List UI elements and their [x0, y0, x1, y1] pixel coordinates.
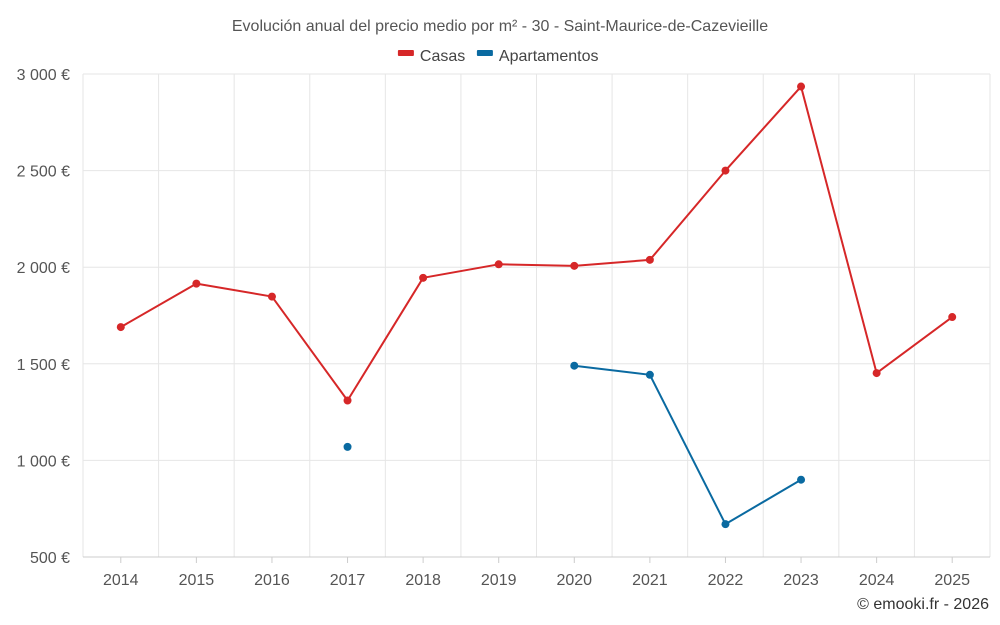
data-point-casas[interactable]: [116, 323, 125, 332]
legend-item-apartamentos[interactable]: Apartamentos: [476, 48, 599, 65]
y-tick-label: 2 500 €: [17, 164, 70, 181]
data-point-casas[interactable]: [494, 260, 503, 269]
legend[interactable]: Casas Apartamentos: [397, 48, 599, 65]
grid-layer: [82, 73, 991, 558]
x-tick-label: 2024: [859, 572, 895, 589]
credit-text: © emooki.fr - 2026: [857, 596, 989, 613]
data-point-casas[interactable]: [797, 82, 806, 91]
y-tick-label: 1 500 €: [17, 357, 70, 374]
y-tick-label: 3 000 €: [17, 67, 70, 84]
data-point-casas[interactable]: [419, 273, 428, 282]
data-point-apartamentos[interactable]: [797, 475, 806, 484]
y-tick-label: 1 000 €: [17, 453, 70, 470]
data-point-casas[interactable]: [948, 313, 957, 322]
x-tick-label: 2022: [708, 572, 744, 589]
data-point-casas[interactable]: [343, 396, 352, 405]
x-tick-label: 2015: [179, 572, 215, 589]
y-tick-label: 2 000 €: [17, 260, 70, 277]
axis-layer: 500 € 1 000 € 1 500 € 2 000 € 2 500 € 3 000 €…: [17, 67, 990, 589]
legend-swatch: [397, 50, 414, 56]
legend-swatch: [476, 50, 493, 56]
data-point-apartamentos[interactable]: [721, 520, 730, 529]
legend-item-casas[interactable]: Casas: [397, 48, 465, 65]
series-line-casas: [120, 85, 953, 402]
series-line-apartamentos: [574, 364, 802, 526]
legend-label: Apartamentos: [499, 48, 599, 65]
x-tick-label: 2014: [103, 572, 139, 589]
x-tick-label: 2019: [481, 572, 517, 589]
x-tick-label: 2016: [254, 572, 290, 589]
data-point-casas[interactable]: [267, 292, 276, 301]
data-point-apartamentos[interactable]: [645, 370, 654, 379]
chart-title: Evolución anual del precio medio por m² …: [232, 18, 768, 35]
x-tick-label: 2021: [632, 572, 668, 589]
data-point-casas[interactable]: [192, 279, 201, 288]
x-tick-label: 2020: [556, 572, 592, 589]
data-point-apartamentos[interactable]: [570, 361, 579, 370]
x-tick-label: 2023: [783, 572, 819, 589]
x-tick-label: 2018: [405, 572, 441, 589]
legend-label: Casas: [420, 48, 465, 65]
x-tick-label: 2025: [934, 572, 970, 589]
data-point-apartamentos[interactable]: [343, 442, 352, 451]
data-point-casas[interactable]: [570, 261, 579, 270]
data-point-casas[interactable]: [872, 369, 881, 378]
y-tick-label: 500 €: [30, 550, 70, 567]
data-point-casas[interactable]: [645, 255, 654, 264]
series-layer: [116, 82, 957, 529]
data-point-casas[interactable]: [721, 166, 730, 175]
x-tick-label: 2017: [330, 572, 366, 589]
